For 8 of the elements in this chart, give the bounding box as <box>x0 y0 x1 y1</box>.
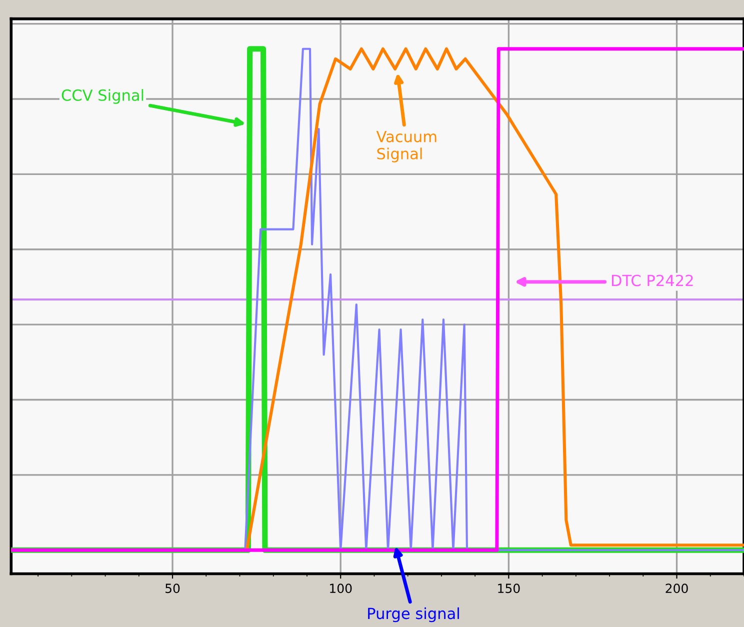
x-tick-label: 200 <box>666 584 688 594</box>
annotation: CCV Signal <box>62 89 144 104</box>
x-tick-label: 150 <box>498 584 520 594</box>
x-tick-label: 50 <box>166 584 180 594</box>
annotation: Vacuum Signal <box>376 130 436 162</box>
text: Purge signal <box>368 607 459 622</box>
annotation: DTC P2422 <box>612 274 693 286</box>
x-tick-label: 100 <box>330 584 352 594</box>
